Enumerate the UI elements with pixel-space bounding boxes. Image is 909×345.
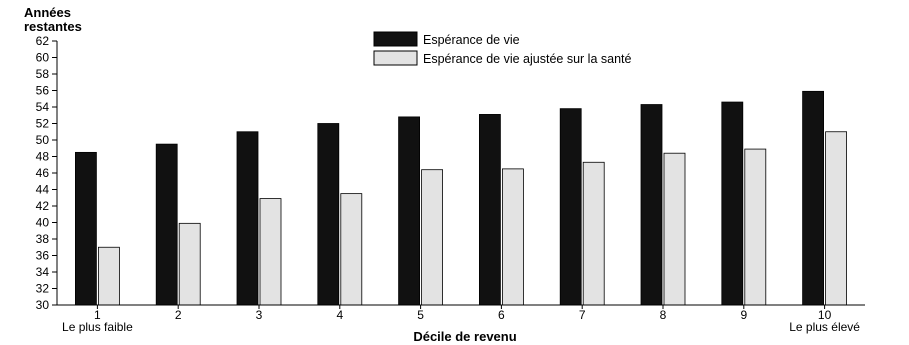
x-tick-label: 6 xyxy=(498,308,505,322)
bar-life-expectancy-4 xyxy=(317,123,340,306)
y-tick-label: 58 xyxy=(36,67,50,81)
y-tick-label: 38 xyxy=(36,232,50,246)
x-tick-label: 1 xyxy=(94,308,101,322)
bar-life-expectancy-5 xyxy=(398,116,421,306)
y-tick-label: 36 xyxy=(36,249,50,263)
x-sublabel-highest: Le plus élevé xyxy=(789,320,860,334)
y-tick-label: 48 xyxy=(36,150,50,164)
y-tick-label: 50 xyxy=(36,133,50,147)
x-axis: 1 2 3 4 5 6 7 8 9 10 Le plus faible Le plus élevé xyxy=(57,304,865,334)
bars xyxy=(75,90,847,306)
bar-life-expectancy-3 xyxy=(236,131,259,306)
y-tick-label: 62 xyxy=(36,34,50,48)
y-tick-label: 34 xyxy=(36,265,50,279)
x-sublabel-lowest: Le plus faible xyxy=(62,320,133,334)
bar-health-adjusted-8 xyxy=(663,152,686,306)
x-tick-label: 5 xyxy=(417,308,424,322)
y-tick-label: 32 xyxy=(36,282,50,296)
legend: Espérance de vie Espérance de vie ajusté… xyxy=(373,31,632,66)
bar-health-adjusted-6 xyxy=(501,168,524,306)
y-tick-label: 56 xyxy=(36,84,50,98)
bar-life-expectancy-2 xyxy=(155,143,178,306)
y-tick-label: 60 xyxy=(36,51,50,65)
bar-life-expectancy-7 xyxy=(559,108,582,306)
bar-health-adjusted-1 xyxy=(98,246,120,306)
y-tick-label: 52 xyxy=(36,117,50,131)
x-axis-title: Décile de revenu xyxy=(413,329,516,344)
bar-life-expectancy-10 xyxy=(802,90,824,306)
y-tick-label: 44 xyxy=(36,183,50,197)
y-tick-label: 54 xyxy=(36,100,50,114)
x-tick-label: 9 xyxy=(740,308,747,322)
legend-swatch-1 xyxy=(373,50,418,66)
bar-life-expectancy-8 xyxy=(640,104,663,306)
bar-life-expectancy-1 xyxy=(75,151,97,306)
bar-health-adjusted-3 xyxy=(259,198,282,306)
legend-label-0: Espérance de vie xyxy=(423,33,520,47)
y-axis: 30 32 34 36 38 40 42 44 46 48 50 52 54 56 58 60 62 xyxy=(36,34,58,312)
legend-swatch-0 xyxy=(373,31,418,47)
x-tick-label: 7 xyxy=(579,308,586,322)
y-tick-label: 42 xyxy=(36,199,50,213)
bar-health-adjusted-9 xyxy=(744,148,767,306)
y-tick-label: 40 xyxy=(36,216,50,230)
y-axis-title-line-2: restantes xyxy=(24,19,82,34)
y-axis-title-line-1: Années xyxy=(24,5,71,20)
legend-label-1: Espérance de vie ajustée sur la santé xyxy=(423,52,632,66)
x-tick-label: 2 xyxy=(175,308,182,322)
bar-health-adjusted-2 xyxy=(178,222,201,306)
bar-health-adjusted-10 xyxy=(825,131,847,306)
bar-life-expectancy-6 xyxy=(478,114,501,306)
bar-life-expectancy-9 xyxy=(721,101,744,306)
x-tick-label: 4 xyxy=(336,308,343,322)
x-tick-label: 10 xyxy=(818,308,832,322)
y-axis-title: Années restantes xyxy=(24,5,82,34)
x-tick-label: 8 xyxy=(660,308,667,322)
x-tick-label: 3 xyxy=(256,308,263,322)
bar-health-adjusted-4 xyxy=(340,193,363,306)
y-tick-label: 30 xyxy=(36,298,50,312)
bar-health-adjusted-5 xyxy=(421,169,444,306)
bar-health-adjusted-7 xyxy=(582,161,605,306)
y-tick-label: 46 xyxy=(36,166,50,180)
